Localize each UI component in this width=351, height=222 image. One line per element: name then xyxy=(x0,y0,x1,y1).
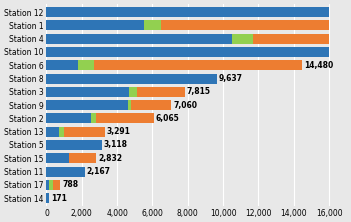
Bar xyxy=(46,193,49,203)
Text: 171: 171 xyxy=(52,194,67,203)
Text: 6,065: 6,065 xyxy=(156,114,179,123)
Bar xyxy=(96,113,154,123)
Text: 9,637: 9,637 xyxy=(219,74,243,83)
Text: 7,815: 7,815 xyxy=(187,87,211,96)
Bar xyxy=(232,34,253,44)
Bar xyxy=(46,113,91,123)
Text: 3,118: 3,118 xyxy=(104,141,128,149)
Bar xyxy=(59,127,64,137)
Bar xyxy=(137,87,185,97)
Bar xyxy=(46,127,59,137)
Bar xyxy=(130,87,137,97)
Bar xyxy=(78,60,94,70)
Bar xyxy=(46,60,78,70)
Bar xyxy=(46,140,101,150)
Text: 788: 788 xyxy=(62,180,79,189)
Bar xyxy=(46,180,49,190)
Bar xyxy=(46,20,144,30)
Bar xyxy=(144,20,161,30)
Text: 14,480: 14,480 xyxy=(304,61,334,70)
Bar xyxy=(46,7,329,17)
Bar xyxy=(46,87,130,97)
Text: 2,167: 2,167 xyxy=(87,167,111,176)
Bar xyxy=(64,127,105,137)
Text: 2,832: 2,832 xyxy=(99,154,122,163)
Text: 7,060: 7,060 xyxy=(173,101,197,110)
Bar xyxy=(53,180,60,190)
Bar xyxy=(91,113,96,123)
Bar xyxy=(46,73,217,83)
Bar xyxy=(46,34,232,44)
Bar xyxy=(161,20,329,30)
Bar xyxy=(49,180,53,190)
Bar xyxy=(46,166,85,176)
Bar xyxy=(128,100,131,110)
Bar xyxy=(69,153,97,163)
Text: 3,291: 3,291 xyxy=(107,127,131,136)
Bar xyxy=(46,100,128,110)
Bar xyxy=(46,47,329,57)
Bar xyxy=(94,60,302,70)
Bar xyxy=(253,34,329,44)
Bar xyxy=(131,100,171,110)
Bar xyxy=(46,153,69,163)
